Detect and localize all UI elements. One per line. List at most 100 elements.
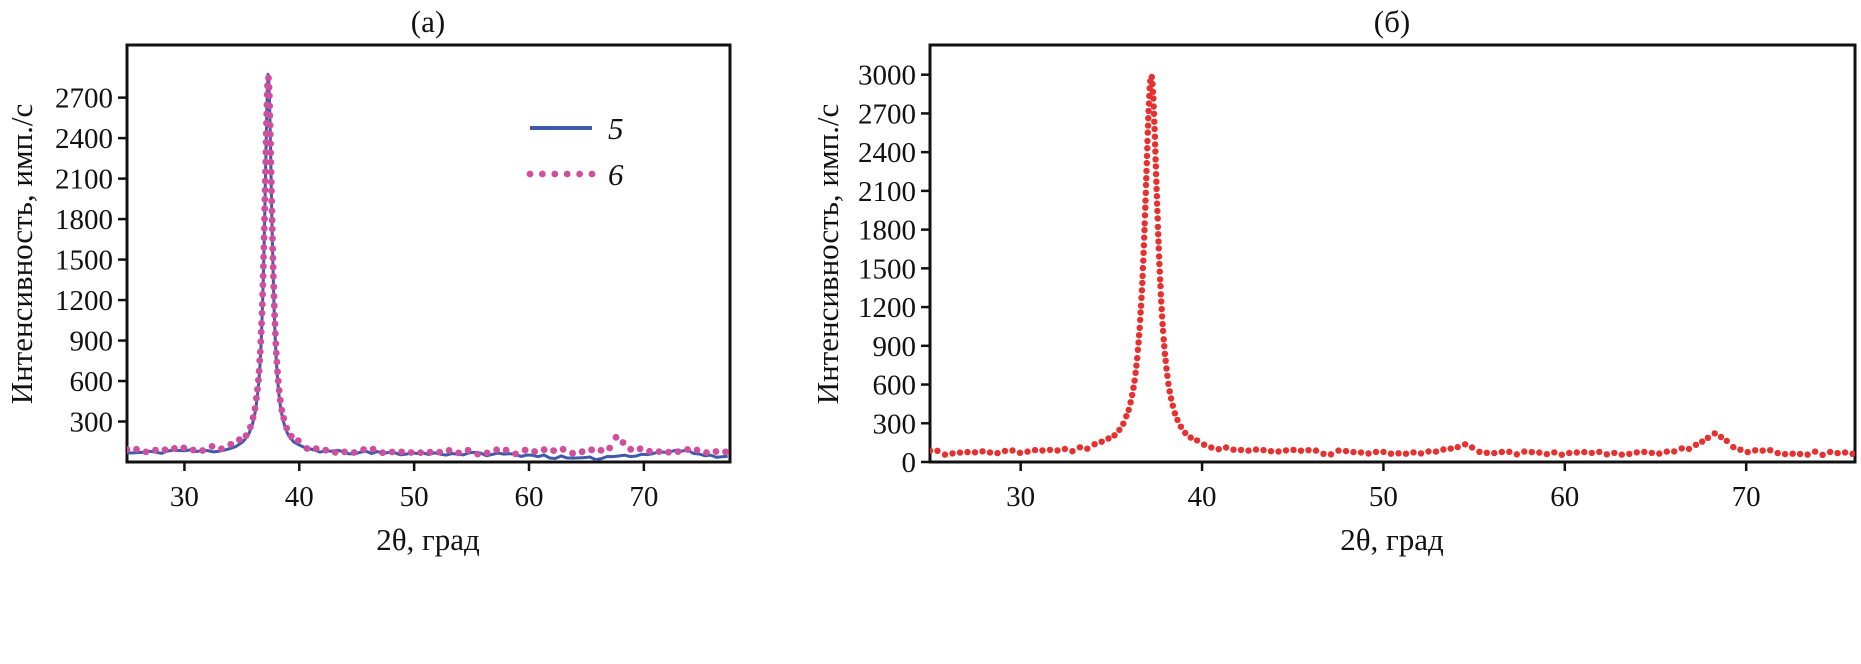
data-dot [1143,175,1150,182]
data-dot [1767,447,1774,454]
data-dot [262,168,269,176]
data-dot [956,449,964,456]
data-dot [531,448,538,455]
legend-dot-sample [539,170,546,178]
data-dot [1491,449,1498,457]
data-dot [1161,350,1169,357]
data-dot [1335,447,1342,454]
data-dot [1145,107,1152,115]
y-tick-label: 900 [873,331,917,363]
series-dots-b [930,73,1855,458]
data-dot [1193,437,1201,444]
legend-dot-sample [576,170,583,178]
data-dot [1137,316,1144,324]
data-dot [1425,448,1432,455]
data-dot [1130,384,1137,391]
data-dot [171,445,178,452]
data-dot [1626,450,1633,458]
data-dot [1166,388,1173,395]
data-dot [445,447,453,454]
data-dot [360,446,367,453]
data-dot [259,281,267,289]
chart-a-xlabel: 2θ, град [376,522,480,557]
y-tick-label: 900 [70,326,114,358]
data-dot [1143,167,1150,175]
data-dot [254,385,261,393]
data-dot [1174,416,1181,424]
data-dot [1275,448,1282,455]
chart-b-xlabel: 2θ, град [1340,522,1444,557]
data-dot [303,445,311,452]
x-tick-label: 50 [1369,481,1398,513]
data-dot [665,448,672,456]
data-dot [278,406,286,414]
data-dot [268,207,276,215]
series-layer [930,73,1855,458]
data-dot [1380,448,1387,456]
data-dot [1001,447,1009,455]
data-dot [1137,309,1144,316]
y-tick-label: 0 [902,447,917,479]
data-dot [267,140,274,148]
data-dot [588,446,595,454]
data-dot [1134,354,1141,362]
data-dot [276,396,284,404]
data-dot [1151,125,1158,133]
data-dot [1208,444,1215,451]
data-dot [1162,357,1169,364]
data-dot [1759,447,1766,454]
data-dot [1752,447,1759,454]
data-dot [274,368,281,376]
data-dot [1395,450,1402,457]
data-dot [1237,446,1245,454]
data-dot [294,437,302,444]
data-dot [1551,449,1558,456]
chart-b-title: (б) [1373,4,1411,39]
data-dot [1781,450,1789,458]
data-dot [1091,441,1098,448]
y-tick-label: 1200 [55,285,113,317]
data-dot [1143,152,1151,160]
data-dot [1711,430,1718,437]
data-dot [1163,365,1170,372]
data-dot [1737,446,1744,453]
y-tick-label: 600 [70,366,114,398]
data-dot [655,448,663,455]
data-dot [934,447,941,454]
data-dot [569,449,576,457]
data-dot [271,311,278,319]
data-dot [1267,448,1275,455]
data-dot [255,367,263,375]
data-dot [1498,448,1505,456]
data-dot [1141,226,1148,234]
data-dot [267,178,275,186]
data-dot [464,446,472,454]
data-dot [1098,438,1105,445]
data-dot [1161,343,1168,350]
data-dot [722,448,729,456]
data-dot [398,448,405,456]
data-dot [1165,380,1172,387]
legend-dot-sample [526,170,534,178]
data-dot [1140,242,1148,249]
data-dot [1521,448,1528,455]
data-dot [1135,332,1143,339]
data-dot [1154,223,1162,231]
data-dot [1811,448,1819,455]
data-dot [1142,197,1149,204]
data-dot [142,448,150,456]
chart-a-title: (а) [410,4,446,39]
x-tick-label: 30 [1006,481,1035,513]
data-dot [1372,448,1380,456]
data-dot [1149,80,1156,88]
data-dot [1230,446,1237,453]
data-dot [247,423,254,431]
chart-b-plot: 30 40 50 60 70 0 300 600 900 1200 1500 1800 2100 2400… [858,43,1857,513]
data-dot [1566,449,1573,457]
data-dot [1153,200,1161,207]
data-dot [1164,372,1171,379]
y-tick-label: 1200 [858,292,916,324]
data-dot [474,450,481,458]
data-dot [597,446,605,454]
x-tick-label: 70 [1732,481,1761,513]
